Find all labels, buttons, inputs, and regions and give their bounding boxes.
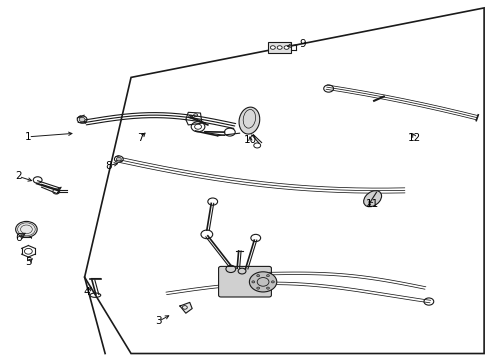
Circle shape [256,275,259,277]
Circle shape [284,46,288,49]
Circle shape [266,275,269,277]
Text: 2: 2 [15,171,22,181]
Circle shape [266,287,269,289]
FancyBboxPatch shape [218,266,271,297]
Text: 7: 7 [137,132,144,143]
Text: 8: 8 [105,161,112,171]
Text: 12: 12 [407,132,421,143]
Circle shape [277,46,282,49]
Text: 6: 6 [15,233,22,243]
Ellipse shape [239,107,259,134]
Text: 10: 10 [244,135,256,145]
Text: 1: 1 [25,132,32,142]
Ellipse shape [363,191,381,207]
Text: 9: 9 [298,39,305,49]
Polygon shape [180,302,192,313]
Circle shape [256,287,259,289]
Text: 5: 5 [25,257,32,267]
Circle shape [249,272,276,292]
Text: 11: 11 [365,199,379,210]
Circle shape [116,157,121,161]
Circle shape [16,221,37,237]
Bar [267,42,291,53]
Circle shape [270,46,275,49]
Circle shape [271,281,274,283]
Text: 3: 3 [155,316,162,326]
Circle shape [251,281,254,283]
Text: 4: 4 [83,287,90,297]
Circle shape [79,117,85,122]
